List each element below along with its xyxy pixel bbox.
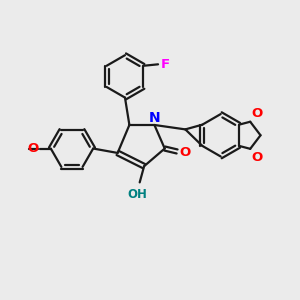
Text: F: F xyxy=(160,58,169,71)
Text: O: O xyxy=(179,146,190,159)
Text: OH: OH xyxy=(128,188,147,201)
Text: O: O xyxy=(252,151,263,164)
Text: N: N xyxy=(148,112,160,125)
Text: O: O xyxy=(28,142,39,155)
Text: O: O xyxy=(252,107,263,120)
